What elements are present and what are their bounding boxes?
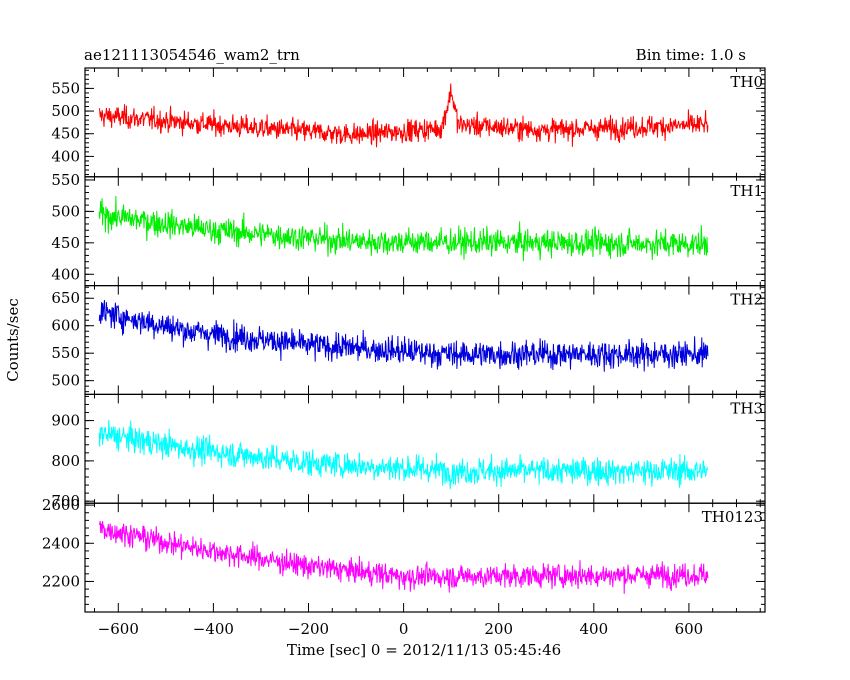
y-tick-label: 500 [51,372,80,390]
x-tick-label: −200 [288,620,329,638]
series-line-th0123 [98,520,709,594]
y-tick-label: 650 [51,289,80,307]
panel-th1: 400 450 500 550 TH1 [51,171,766,287]
series-line-th1 [98,195,709,262]
x-tick-label: −600 [98,620,139,638]
series-line-th0 [98,83,709,148]
y-tick-label: 600 [51,317,80,335]
y-tick-label: 450 [51,125,80,143]
y-tick-label: 2200 [42,572,80,590]
y-tick-label: 2400 [42,534,80,552]
y-tick-label: 800 [51,452,80,470]
x-axis-label: Time [sec] 0 = 2012/11/13 05:45:46 [287,641,561,659]
chart-title-right: Bin time: 1.0 s [636,46,746,64]
y-tick-label: 550 [51,171,80,189]
x-tick-label: 0 [399,620,409,638]
y-tick-label: 500 [51,102,80,120]
series-line-th2 [98,300,709,372]
x-tick-label: 600 [675,620,704,638]
y-tick-label: 450 [51,234,80,252]
panel-label-th1: TH1 [730,182,763,200]
y-tick-label: 400 [51,265,80,283]
x-tick-label: 200 [484,620,513,638]
x-tick-label: −400 [193,620,234,638]
panel-th0: 400 450 500 550 TH0 [51,67,766,178]
y-tick-label: 700 [51,492,80,510]
y-tick-label: 500 [51,202,80,220]
panel-label-th0123: TH0123 [702,508,763,526]
panel-label-th0: TH0 [730,73,763,91]
y-tick-label: 550 [51,344,80,362]
panels-group: 400 450 500 550 TH0 400 450 500 550 TH1 500 550 600 6… [42,67,766,638]
y-tick-label: 2600 [42,496,80,514]
panel-frame [84,285,766,396]
y-tick-label: 550 [51,79,80,97]
panel-label-th2: TH2 [730,291,763,309]
x-tick-label: 400 [579,620,608,638]
chart-title-left: ae121113054546_wam2_trn [84,46,300,64]
panel-th0123: 2200 2400 2600 TH0123 [42,496,766,613]
y-tick-label: 900 [51,412,80,430]
panel-label-th3: TH3 [730,399,763,417]
panel-th2: 500 550 600 650 TH2 [51,285,766,396]
series-line-th3 [98,419,709,490]
y-axis-label: Counts/sec [4,298,22,382]
panel-frame [84,502,766,613]
panel-th3: 700 800 900 TH3 [51,393,766,510]
y-tick-label: 400 [51,147,80,165]
